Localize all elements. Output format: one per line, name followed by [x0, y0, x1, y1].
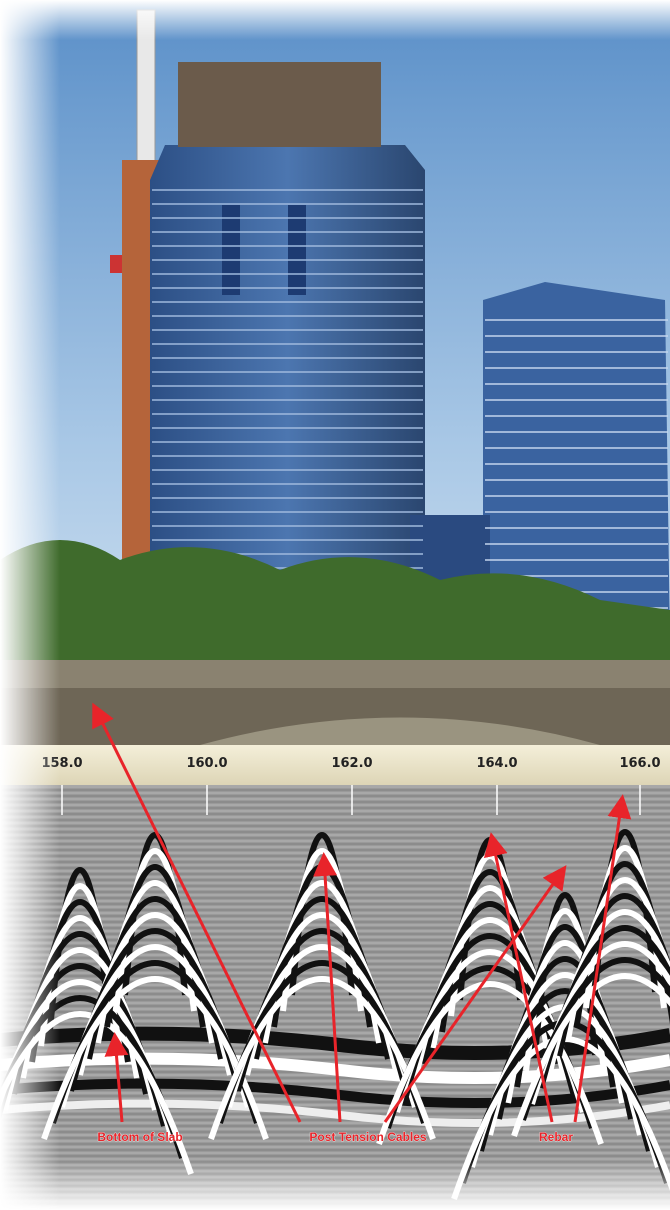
annotation-label: Rebar	[539, 1130, 573, 1144]
scale-label: 164.0	[476, 756, 517, 771]
slab-reflection	[0, 1078, 670, 1108]
annotation-label: Post Tension Cables	[309, 1130, 426, 1144]
floor-lines	[152, 189, 668, 625]
second-tower	[483, 282, 670, 640]
scale-label: 162.0	[331, 756, 372, 771]
scale-ticks	[61, 785, 641, 815]
vignette	[0, 0, 60, 1210]
scale-label: 166.0	[619, 756, 660, 771]
annotation-arrows	[92, 702, 632, 1123]
scale-label: 160.0	[186, 756, 227, 771]
scale-bar	[0, 745, 670, 785]
trees	[0, 540, 670, 665]
bridge-arch	[200, 717, 600, 745]
hyperbola	[0, 1011, 194, 1175]
banner	[222, 205, 240, 295]
vignette	[0, 1160, 670, 1210]
annotation-label: Bottom of Slab	[97, 1130, 182, 1144]
banner	[288, 205, 306, 295]
hyperbola	[208, 976, 436, 1140]
hyperbola	[41, 976, 269, 1140]
tower	[150, 145, 425, 610]
hyperbola	[511, 973, 670, 1137]
hyperbola	[376, 981, 604, 1145]
vignette	[0, 0, 670, 40]
bridge-deck	[0, 660, 670, 688]
tower-top	[178, 62, 381, 147]
